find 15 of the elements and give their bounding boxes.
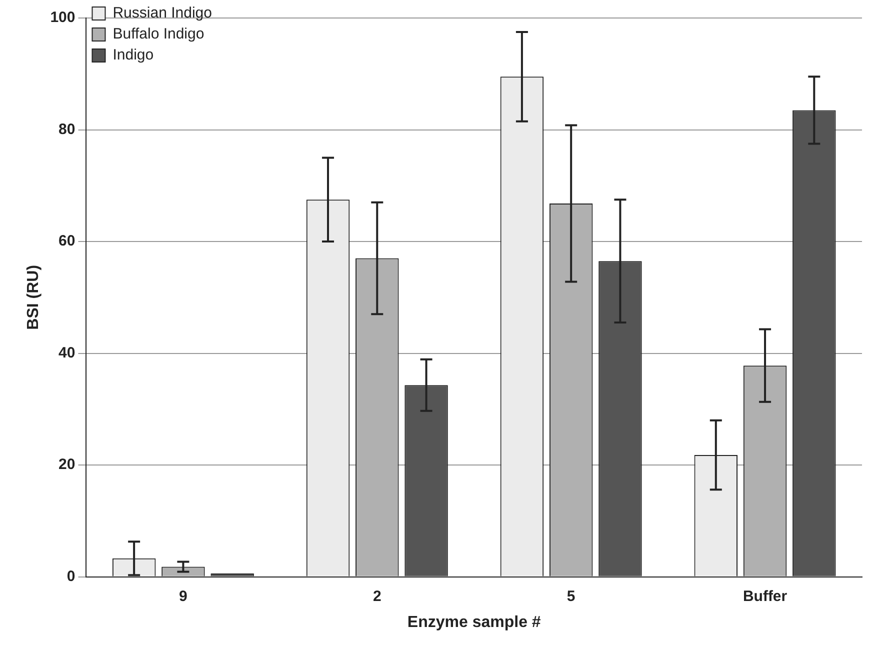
legend-label: Indigo	[112, 46, 154, 64]
y-tick-label: 40	[58, 344, 76, 362]
y-tick-label: 20	[58, 456, 76, 474]
y-tick-label: 0	[66, 568, 76, 585]
y-tick-label: 60	[58, 232, 76, 250]
x-axis-title: Enzyme sample #	[407, 614, 541, 631]
legend-label: Russian Indigo	[112, 4, 212, 22]
y-axis-title: BSI (RU)	[25, 264, 42, 330]
x-tick-label: 9	[179, 588, 188, 605]
legend-label: Buffalo Indigo	[112, 26, 204, 43]
y-tick-label: 100	[50, 9, 76, 26]
y-tick-label: 80	[58, 120, 76, 138]
x-tick-label: 5	[566, 588, 576, 605]
x-tick-label: Buffer	[742, 588, 788, 605]
x-tick-label: 2	[372, 588, 382, 605]
